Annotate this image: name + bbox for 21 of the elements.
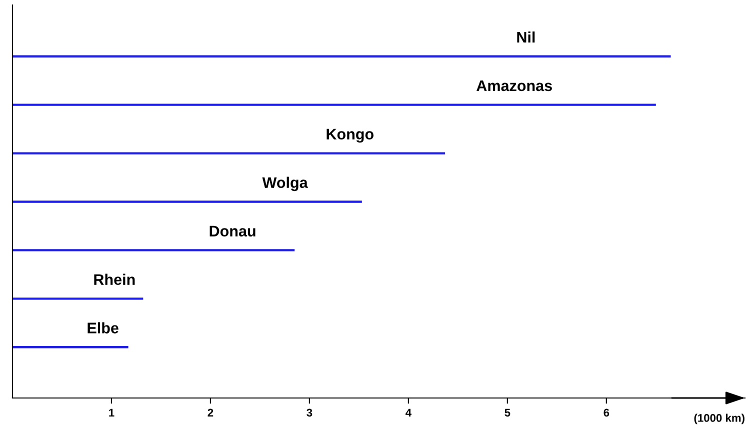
x-tick-label: 1 [109, 408, 114, 416]
bar [12, 200, 362, 203]
bar [12, 249, 295, 252]
bar [12, 298, 144, 300]
y-tick-label: Donau [210, 226, 256, 237]
x-tick-label: 6 [604, 408, 610, 417]
x-tick-label: 4 [406, 408, 412, 416]
x-tick-label: 3 [306, 408, 312, 417]
x-axis-title: (1000 km) [694, 414, 744, 424]
y-tick-label: Nil [517, 31, 535, 43]
bar [12, 346, 128, 348]
y-tick-label: Rhein [94, 274, 135, 285]
y-tick-label: Amazonas [476, 80, 552, 92]
x-tick-label: 5 [504, 408, 510, 417]
y-tick-label: Elbe [88, 322, 118, 334]
bar [12, 104, 656, 106]
x-tick-label: 2 [208, 408, 214, 416]
bar [12, 55, 671, 58]
y-tick-label: Wolga [262, 176, 308, 192]
y-tick-label: Kongo [326, 128, 374, 143]
bar [12, 152, 446, 154]
